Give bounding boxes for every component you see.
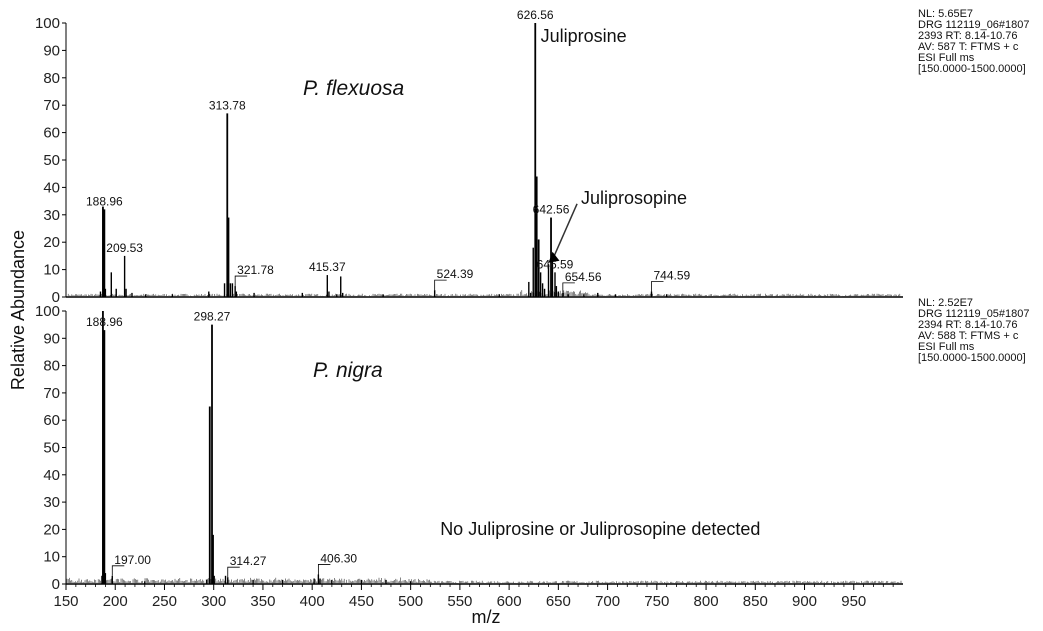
x-tick-label: 250 xyxy=(152,593,177,610)
peak-label: 654.56 xyxy=(565,270,602,284)
peak-label: 313.78 xyxy=(209,98,246,112)
x-tick-label: 900 xyxy=(792,593,817,610)
y-tick-label: 100 xyxy=(35,15,60,32)
y-tick-label: 30 xyxy=(43,207,60,224)
peak-label: 321.78 xyxy=(237,263,274,277)
top-spectrum-panel: 0 10 20 30 40 50 60 70 80 90 100 188.96 209.53 313.78… xyxy=(35,8,1030,306)
y-tick-label: 30 xyxy=(43,494,60,511)
scan-info-line: ESI Full ms xyxy=(918,341,975,353)
peak-label: 626.56 xyxy=(517,8,554,22)
y-tick-label: 50 xyxy=(43,440,60,457)
peak-label: 188.96 xyxy=(86,315,123,329)
y-tick-label: 10 xyxy=(43,262,60,279)
y-tick-label: 40 xyxy=(43,467,60,484)
scan-info-line: AV: 587 T: FTMS + c xyxy=(918,41,1019,53)
compound-annotation: Juliprosine xyxy=(541,26,627,46)
y-tick-label: 0 xyxy=(52,289,60,306)
scan-info-line: DRG 112119_05#1807 xyxy=(918,308,1030,320)
scan-info-line: NL: 5.65E7 xyxy=(918,8,973,20)
y-tick-label: 20 xyxy=(43,234,60,251)
x-tick-label: 950 xyxy=(841,593,866,610)
scan-info-line: AV: 588 T: FTMS + c xyxy=(918,330,1019,342)
peak-label: 642.56 xyxy=(533,203,570,217)
y-tick-label: 90 xyxy=(43,42,60,59)
noise-path xyxy=(66,290,902,297)
compound-annotation: No Juliprosine or Juliprosopine detected xyxy=(440,519,760,539)
scan-info-line: NL: 2.52E7 xyxy=(918,297,973,309)
label-leader xyxy=(234,275,248,287)
y-tick-label: 80 xyxy=(43,358,60,375)
y-tick-label: 40 xyxy=(43,179,60,196)
annotation-arrowhead xyxy=(548,251,560,263)
x-tick-label: 700 xyxy=(595,593,620,610)
label-leader xyxy=(227,566,240,578)
y-tick-label: 100 xyxy=(35,303,60,320)
y-tick-label: 70 xyxy=(43,385,60,402)
peak-label: 524.39 xyxy=(437,267,474,281)
label-leader xyxy=(562,282,575,293)
scan-info-line: 2394 RT: 8.14-10.76 xyxy=(918,319,1017,331)
bottom-spectrum-panel: 0 10 20 30 40 50 60 70 80 90 100 188.96 197.00 298.27… xyxy=(35,297,1030,593)
x-axis: 150 200 250 300 350 400 450 500 550 600 650 700 750 8… xyxy=(53,584,894,610)
y-tick-label: 60 xyxy=(43,125,60,142)
peak-label: 209.53 xyxy=(106,241,143,255)
x-tick-label: 600 xyxy=(497,593,522,610)
x-tick-label: 500 xyxy=(398,593,423,610)
x-tick-label: 450 xyxy=(349,593,374,610)
y-tick-label: 80 xyxy=(43,70,60,87)
x-tick-label: 300 xyxy=(201,593,226,610)
scan-info-line: 2393 RT: 8.14-10.76 xyxy=(918,30,1017,42)
scan-info-line: DRG 112119_06#1807 xyxy=(918,19,1030,31)
x-axis-title: m/z xyxy=(472,607,501,627)
label-leader xyxy=(317,564,331,575)
label-leader xyxy=(651,281,664,292)
species-label: P. flexuosa xyxy=(303,77,404,100)
y-tick-label: 20 xyxy=(43,521,60,538)
peak-label: 415.37 xyxy=(309,260,346,274)
peak-label: 298.27 xyxy=(194,310,231,324)
species-label: P. nigra xyxy=(313,359,383,382)
y-tick-label: 70 xyxy=(43,97,60,114)
x-tick-label: 650 xyxy=(546,593,571,610)
peak-label: 197.00 xyxy=(114,553,151,567)
x-tick-label: 800 xyxy=(694,593,719,610)
scan-info-line: [150.0000-1500.0000] xyxy=(918,63,1026,75)
y-tick-label: 50 xyxy=(43,152,60,169)
y-tick-label: 60 xyxy=(43,412,60,429)
x-tick-label: 200 xyxy=(103,593,128,610)
peak-label: 314.27 xyxy=(230,554,267,568)
peak-label: 406.30 xyxy=(320,551,357,565)
peak-label: 188.96 xyxy=(86,194,123,208)
peak-label: 646.59 xyxy=(537,257,574,271)
y-tick-label: 10 xyxy=(43,549,60,566)
compound-annotation: Juliprosopine xyxy=(581,188,687,208)
y-tick-label: 0 xyxy=(52,576,60,593)
scan-info-line: ESI Full ms xyxy=(918,52,975,64)
x-tick-label: 850 xyxy=(743,593,768,610)
x-tick-label: 150 xyxy=(53,593,78,610)
annotation-arrow-line xyxy=(551,203,578,261)
noise-path xyxy=(66,577,902,584)
x-tick-label: 750 xyxy=(644,593,669,610)
label-leader xyxy=(434,279,447,291)
noise-floor xyxy=(66,577,902,584)
x-tick-label: 550 xyxy=(447,593,472,610)
peak-label: 744.59 xyxy=(653,269,690,283)
y-axis-title: Relative Abundance xyxy=(8,230,28,390)
x-tick-label: 350 xyxy=(250,593,275,610)
noise-floor xyxy=(66,290,902,297)
scan-info-line: [150.0000-1500.0000] xyxy=(918,352,1026,364)
x-tick-label: 400 xyxy=(300,593,325,610)
y-tick-label: 90 xyxy=(43,330,60,347)
label-leader xyxy=(111,565,125,576)
